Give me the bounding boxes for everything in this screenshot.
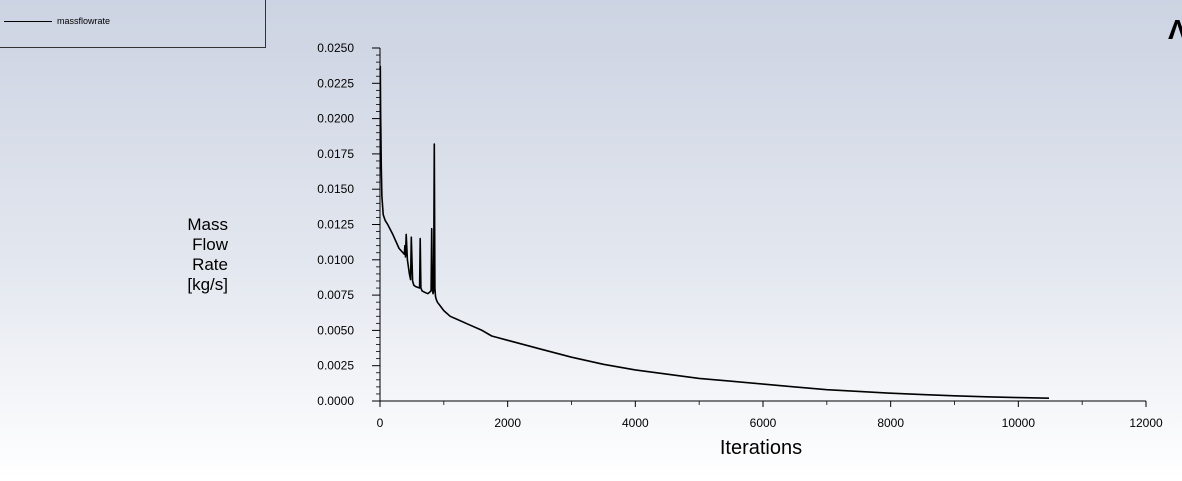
y-tick-label: 0.0225 bbox=[317, 76, 354, 90]
y-tick-label: 0.0250 bbox=[317, 41, 354, 55]
x-tick-label: 10000 bbox=[1002, 416, 1036, 430]
x-tick-label: 4000 bbox=[622, 416, 649, 430]
y-tick-label: 0.0025 bbox=[317, 359, 354, 373]
corner-logo-mark: Λ bbox=[1168, 14, 1182, 45]
y-tick-label: 0.0000 bbox=[317, 394, 354, 408]
y-tick-label: 0.0175 bbox=[317, 147, 354, 161]
y-tick-label: 0.0200 bbox=[317, 112, 354, 126]
y-axis-label-line: [kg/s] bbox=[187, 275, 228, 294]
legend-label: massflowrate bbox=[57, 16, 111, 26]
series-line-massflowrate bbox=[379, 65, 1050, 399]
y-tick-label: 0.0050 bbox=[317, 323, 354, 337]
legend: massflowrate bbox=[0, 0, 266, 48]
y-axis-label-line: Rate bbox=[192, 255, 228, 274]
x-axis-label: Iterations bbox=[719, 437, 803, 459]
y-axis-label-line: Flow bbox=[192, 235, 228, 254]
x-tick-label: 0 bbox=[377, 416, 384, 430]
x-tick-label: 6000 bbox=[750, 416, 777, 430]
y-axis-label-line: Mass bbox=[187, 215, 228, 234]
x-tick-label: 8000 bbox=[877, 416, 904, 430]
x-tick-label: 2000 bbox=[494, 416, 521, 430]
legend-line-swatch bbox=[4, 21, 52, 22]
y-tick-label: 0.0125 bbox=[317, 218, 354, 232]
y-axis-label: Mass Flow Rate [kg/s] bbox=[176, 215, 228, 295]
y-tick-label: 0.0075 bbox=[317, 288, 354, 302]
y-tick-label: 0.0150 bbox=[317, 182, 354, 196]
y-tick-label: 0.0100 bbox=[317, 253, 354, 267]
x-tick-label: 12000 bbox=[1129, 416, 1163, 430]
